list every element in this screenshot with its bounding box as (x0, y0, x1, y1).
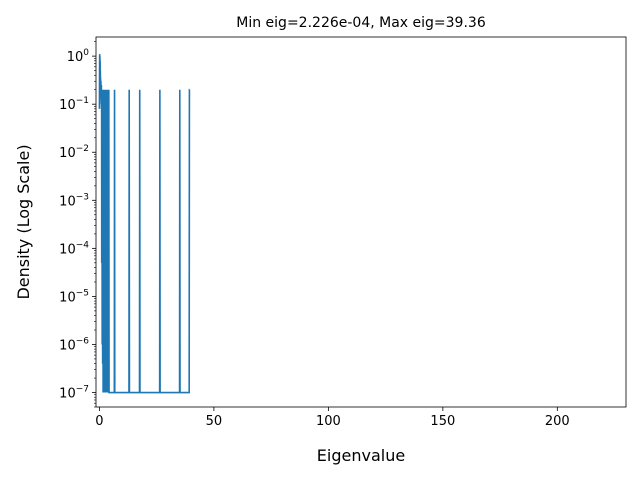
chart-title: Min eig=2.226e-04, Max eig=39.36 (236, 15, 486, 31)
x-tick-label: 150 (430, 414, 455, 429)
axes-frame (95, 36, 627, 408)
x-tick-label: 0 (95, 414, 103, 429)
y-tick-label: 10−4 (59, 240, 89, 257)
x-tick-label: 50 (206, 414, 223, 429)
y-axis-label: Density (Log Scale) (14, 144, 33, 299)
plot-area (98, 54, 191, 394)
y-tick-label: 10−3 (59, 192, 89, 209)
y-axis-ticks: 100 10−1 10−2 10−3 10−4 10−5 10−6 10−7 (59, 41, 96, 408)
x-tick-label: 100 (316, 414, 341, 429)
x-tick-label: 200 (545, 414, 570, 429)
y-tick-label: 10−2 (59, 144, 89, 161)
y-tick-label: 10−5 (59, 288, 89, 305)
y-tick-label: 100 (67, 48, 90, 65)
y-tick-label: 10−1 (59, 96, 89, 113)
series-line (98, 54, 191, 394)
y-tick-label: 10−7 (59, 385, 89, 402)
y-tick-label: 10−6 (59, 336, 89, 353)
x-axis-label: Eigenvalue (317, 446, 405, 465)
x-axis-ticks: 0 50 100 150 200 (95, 407, 570, 429)
